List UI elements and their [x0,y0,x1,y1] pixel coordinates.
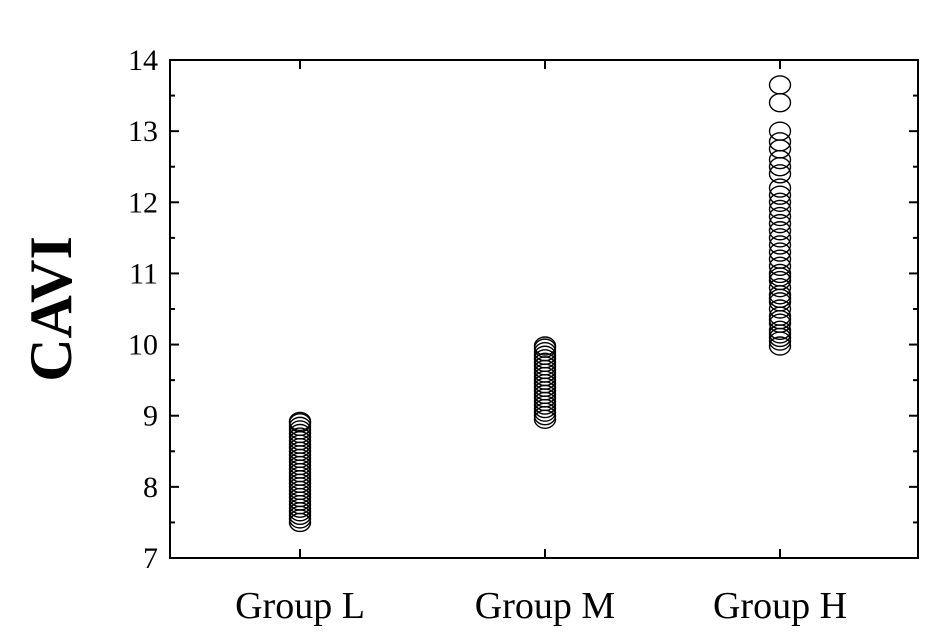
data-point [533,349,557,369]
data-point [288,427,312,447]
x-axis: Group L Group M Group H [235,60,847,627]
data-point [768,267,792,287]
y-tick-label: 8 [143,471,158,504]
y-axis-title: CAVI [18,236,84,382]
data-point [768,299,792,319]
data-points [288,75,792,533]
data-point [768,221,792,241]
y-tick-label: 11 [129,257,158,290]
data-point [768,164,792,184]
data-point [288,416,312,437]
y-tick-label: 12 [128,186,158,219]
data-point [768,288,792,309]
y-tick-label: 7 [143,542,158,575]
data-point [288,420,312,440]
y-tick-label: 13 [128,115,158,148]
x-category-label: Group M [475,585,615,627]
data-point [768,277,792,298]
plot-frame [169,59,919,559]
data-point [768,228,792,248]
data-point [768,199,792,220]
data-point [768,132,792,152]
y-tick-label: 10 [128,329,158,362]
data-point [533,352,557,373]
data-point [768,235,792,255]
data-point [288,423,312,444]
data-point [768,320,792,341]
data-point [768,92,792,113]
data-point [768,178,792,198]
x-category-label: Group H [713,585,847,627]
data-point [533,336,557,356]
y-tick-label: 9 [143,400,158,433]
data-point [768,256,792,277]
data-point [768,75,792,95]
data-point [768,206,792,227]
data-point [768,336,792,356]
data-point [768,192,792,212]
data-point [533,341,557,362]
data-point [768,185,792,205]
data-point [768,309,792,330]
data-point [288,411,312,432]
data-point [768,213,792,234]
y-tick-label: 14 [128,44,158,77]
data-point [768,249,792,269]
x-category-label: Group L [235,585,365,627]
data-point [768,263,792,284]
data-point [533,345,557,365]
data-point [768,270,792,291]
data-point [768,121,792,141]
y-axis: 7 8 9 10 11 12 13 14 [128,44,918,575]
data-point [768,292,792,312]
data-point [768,242,792,262]
data-point [768,313,792,333]
